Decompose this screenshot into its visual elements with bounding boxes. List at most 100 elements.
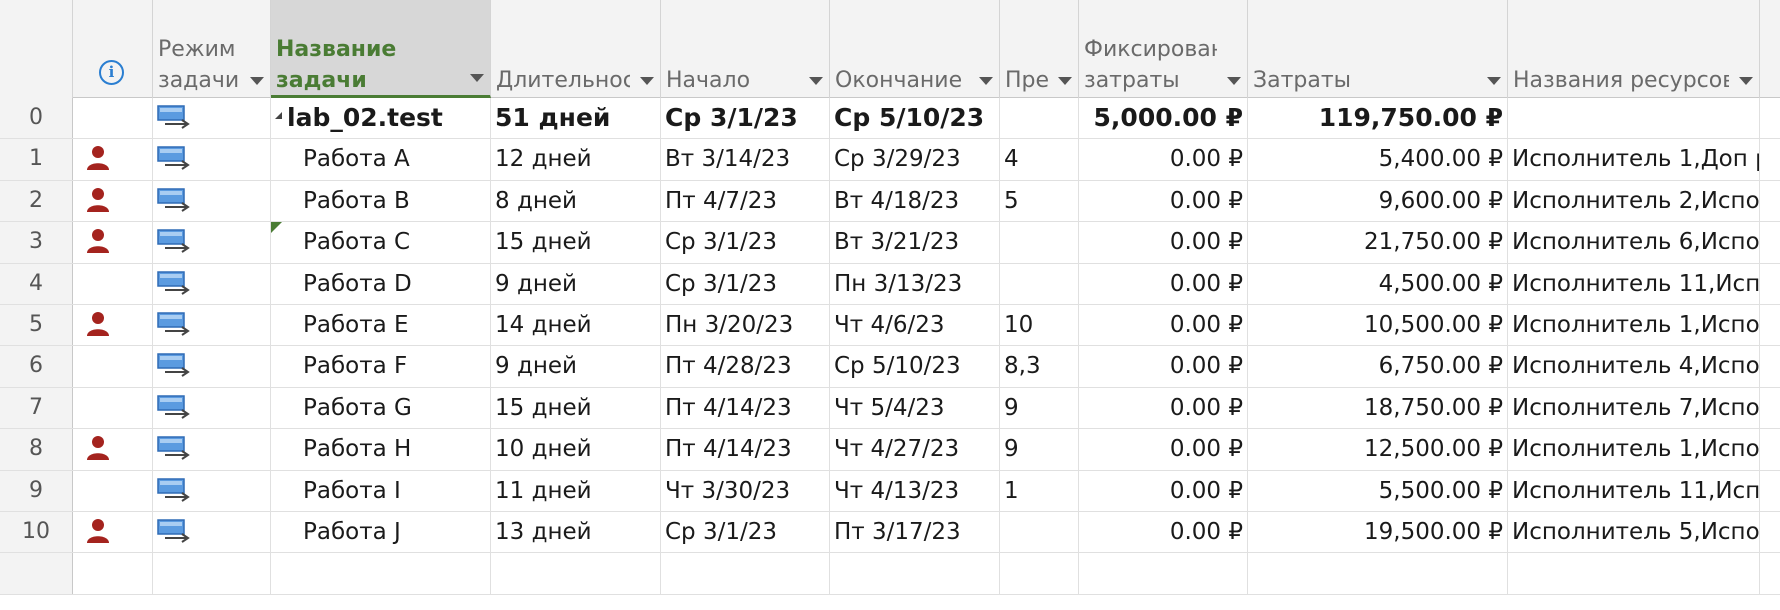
predecessors-cell[interactable] [1000, 98, 1079, 139]
indicator-cell[interactable] [73, 387, 153, 429]
fixed-cost-cell[interactable]: 0.00 ₽ [1079, 263, 1248, 304]
predecessors-cell[interactable]: 9 [1000, 387, 1079, 429]
cost-cell[interactable]: 18,750.00 ₽ [1248, 387, 1508, 429]
start-cell[interactable]: Пт 4/14/23 [661, 387, 830, 429]
indicator-cell[interactable] [73, 429, 153, 470]
task-mode-cell[interactable] [153, 511, 271, 553]
indicator-cell[interactable] [73, 139, 153, 180]
finish-cell[interactable]: Чт 4/27/23 [830, 429, 1000, 470]
chevron-down-icon[interactable] [1739, 77, 1753, 85]
finish-cell[interactable]: Чт 4/6/23 [830, 304, 1000, 346]
finish-cell[interactable]: Ср 3/29/23 [830, 139, 1000, 180]
column-header-task-name[interactable]: Название задачи [271, 0, 491, 98]
row-number[interactable]: 2 [0, 180, 73, 222]
task-name-cell[interactable]: Работа C [271, 222, 491, 263]
table-row[interactable] [0, 553, 1780, 595]
column-header-finish[interactable]: Окончание [830, 0, 1000, 98]
duration-cell[interactable]: 15 дней [491, 387, 661, 429]
fixed-cost-cell[interactable]: 0.00 ₽ [1079, 304, 1248, 346]
duration-cell[interactable] [491, 553, 661, 594]
fixed-cost-cell[interactable]: 0.00 ₽ [1079, 511, 1248, 553]
finish-cell[interactable]: Вт 4/18/23 [830, 180, 1000, 222]
predecessors-cell[interactable]: 1 [1000, 470, 1079, 511]
duration-cell[interactable]: 9 дней [491, 263, 661, 304]
fixed-cost-cell[interactable]: 0.00 ₽ [1079, 180, 1248, 222]
fixed-cost-cell[interactable] [1079, 553, 1248, 594]
task-name-cell[interactable]: Работа G [271, 387, 491, 429]
column-header-start[interactable]: Начало [661, 0, 830, 98]
duration-cell[interactable]: 15 дней [491, 222, 661, 263]
row-number[interactable]: 9 [0, 470, 73, 511]
cost-cell[interactable]: 12,500.00 ₽ [1248, 429, 1508, 470]
predecessors-cell[interactable] [1000, 222, 1079, 263]
chevron-down-icon[interactable] [640, 77, 654, 85]
indicator-cell[interactable] [73, 346, 153, 387]
resource-names-cell[interactable]: Исполнитель 4,Испол [1508, 346, 1760, 387]
table-row[interactable]: 3 Работа C 15 дней Ср 3/1/23 Вт 3/21/23 0.00 … [0, 222, 1780, 264]
duration-cell[interactable]: 51 дней [491, 98, 661, 139]
cost-cell[interactable]: 119,750.00 ₽ [1248, 98, 1508, 139]
indicator-cell[interactable] [73, 263, 153, 304]
resource-names-cell[interactable]: Исполнитель 6,Испол [1508, 222, 1760, 263]
resource-names-cell[interactable]: Исполнитель 2,Испол [1508, 180, 1760, 222]
task-name-cell[interactable]: Работа D [271, 263, 491, 304]
row-number[interactable]: 6 [0, 346, 73, 387]
column-header-indicators[interactable]: i [73, 0, 153, 98]
select-all-corner[interactable] [0, 0, 73, 98]
duration-cell[interactable]: 8 дней [491, 180, 661, 222]
task-name-cell[interactable]: Работа A [271, 139, 491, 180]
predecessors-cell[interactable]: 4 [1000, 139, 1079, 180]
resource-names-cell[interactable]: Исполнитель 1,Испол [1508, 304, 1760, 346]
row-number[interactable]: 5 [0, 304, 73, 346]
duration-cell[interactable]: 14 дней [491, 304, 661, 346]
start-cell[interactable]: Ср 3/1/23 [661, 98, 830, 139]
table-row[interactable]: 2 Работа B 8 дней Пт 4/7/23 Вт 4/18/23 5 0.00 … [0, 180, 1780, 223]
table-row[interactable]: 9 Работа I 11 дней Чт 3/30/23 Чт 4/13/23 1 0.0… [0, 470, 1780, 512]
chevron-down-icon[interactable] [809, 77, 823, 85]
table-row[interactable]: 10 Работа J 13 дней Ср 3/1/23 Пт 3/17/23 0.00… [0, 511, 1780, 554]
resource-names-cell[interactable]: Исполнитель 1,Испол [1508, 429, 1760, 470]
table-row[interactable]: 6 Работа F 9 дней Пт 4/28/23 Ср 5/10/23 8,3 0.… [0, 346, 1780, 388]
task-mode-cell[interactable] [153, 346, 271, 387]
task-mode-cell[interactable] [153, 222, 271, 263]
task-mode-cell[interactable] [153, 553, 271, 594]
task-name-cell[interactable] [271, 553, 491, 594]
row-number[interactable]: 8 [0, 429, 73, 470]
task-name-cell[interactable]: Работа H [271, 429, 491, 470]
start-cell[interactable]: Пт 4/28/23 [661, 346, 830, 387]
task-mode-cell[interactable] [153, 180, 271, 222]
table-row[interactable]: 8 Работа H 10 дней Пт 4/14/23 Чт 4/27/23 9 0.0… [0, 429, 1780, 471]
column-header-resource-names[interactable]: Названия ресурсов [1508, 0, 1760, 98]
task-mode-cell[interactable] [153, 263, 271, 304]
collapse-triangle-icon[interactable] [275, 112, 282, 119]
resource-names-cell[interactable]: Исполнитель 1,Доп р [1508, 139, 1760, 180]
predecessors-cell[interactable]: 9 [1000, 429, 1079, 470]
start-cell[interactable]: Пн 3/20/23 [661, 304, 830, 346]
task-name-cell[interactable]: Работа F [271, 346, 491, 387]
predecessors-cell[interactable] [1000, 263, 1079, 304]
cost-cell[interactable]: 21,750.00 ₽ [1248, 222, 1508, 263]
row-number[interactable]: 3 [0, 222, 73, 263]
finish-cell[interactable]: Чт 5/4/23 [830, 387, 1000, 429]
finish-cell[interactable]: Вт 3/21/23 [830, 222, 1000, 263]
column-header-cost[interactable]: Затраты [1248, 0, 1508, 98]
fixed-cost-cell[interactable]: 0.00 ₽ [1079, 222, 1248, 263]
task-mode-cell[interactable] [153, 304, 271, 346]
duration-cell[interactable]: 11 дней [491, 470, 661, 511]
row-number[interactable]: 0 [0, 98, 73, 139]
task-name-cell[interactable]: Работа E [271, 304, 491, 346]
cost-cell[interactable]: 5,400.00 ₽ [1248, 139, 1508, 180]
start-cell[interactable]: Пт 4/14/23 [661, 429, 830, 470]
start-cell[interactable]: Ср 3/1/23 [661, 511, 830, 553]
chevron-down-icon[interactable] [1058, 77, 1072, 85]
table-row[interactable]: 1 Работа A 12 дней Вт 3/14/23 Ср 3/29/23 4 0.0… [0, 139, 1780, 181]
task-name-cell[interactable]: lab_02.test [271, 98, 491, 139]
indicator-cell[interactable] [73, 222, 153, 263]
task-name-cell[interactable]: Работа I [271, 470, 491, 511]
cost-cell[interactable] [1248, 553, 1508, 594]
start-cell[interactable]: Чт 3/30/23 [661, 470, 830, 511]
row-number[interactable]: 4 [0, 263, 73, 304]
indicator-cell[interactable] [73, 553, 153, 594]
predecessors-cell[interactable] [1000, 553, 1079, 594]
column-header-fixed-cost[interactable]: Фиксирован затраты [1079, 0, 1248, 98]
